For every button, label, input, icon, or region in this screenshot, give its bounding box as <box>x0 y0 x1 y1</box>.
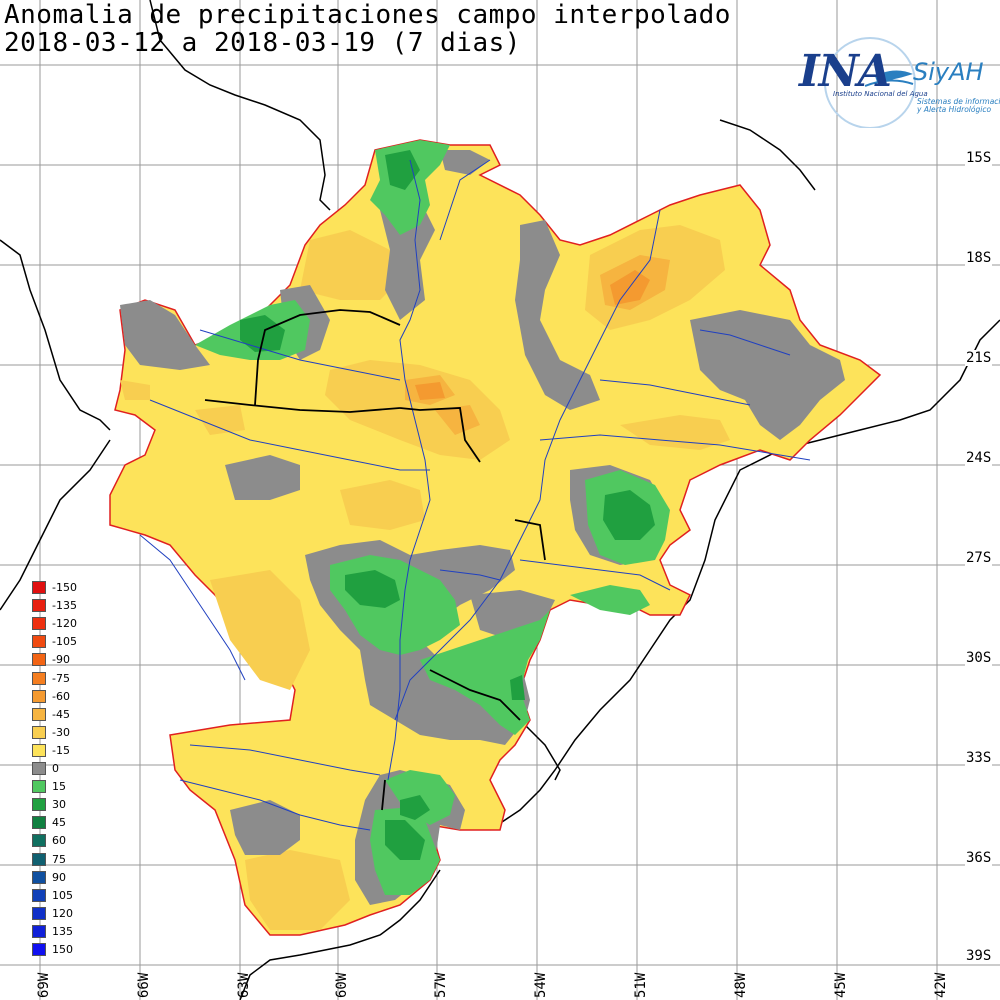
legend-entry: -60 <box>32 689 112 707</box>
lat-label: 21S <box>965 350 993 366</box>
legend-swatch <box>32 743 46 757</box>
rivers <box>139 159 811 831</box>
ina-siyah-logo: INA SiyAH Instituto Nacional del Agua Si… <box>795 28 1000 128</box>
lon-label: 42W <box>933 972 949 998</box>
lon-label: 57W <box>433 972 449 998</box>
lat-label: 24S <box>965 450 993 466</box>
legend-label: -15 <box>52 743 70 757</box>
legend-swatch <box>32 924 46 938</box>
legend-label: 105 <box>52 888 73 902</box>
legend-label: 60 <box>52 834 66 848</box>
legend-swatch <box>32 780 46 794</box>
logo-siyah-text: SiyAH <box>913 58 984 86</box>
legend-label: 0 <box>52 762 59 775</box>
legend-swatch <box>32 943 46 956</box>
legend-swatch <box>32 852 46 866</box>
legend-label: 75 <box>52 852 66 866</box>
medium-green-patches <box>240 150 655 860</box>
internal-borders <box>204 309 546 811</box>
legend-entry: -135 <box>32 598 112 616</box>
legend-entry: 90 <box>32 870 112 888</box>
legend-label: 135 <box>52 924 73 938</box>
legend-entry: 150 <box>32 942 112 960</box>
lat-label: 36S <box>965 850 993 866</box>
legend-label: -30 <box>52 725 70 739</box>
legend-entry: 105 <box>32 888 112 906</box>
legend-swatch <box>32 671 46 685</box>
legend-entry: 30 <box>32 797 112 815</box>
legend-swatch <box>32 707 46 721</box>
legend-swatch <box>32 653 46 667</box>
legend-entry: -150 <box>32 580 112 598</box>
legend-swatch <box>32 834 46 848</box>
legend-entry: 120 <box>32 906 112 924</box>
legend-label: -105 <box>52 635 77 649</box>
legend-entry: -15 <box>32 743 112 761</box>
legend-label: 30 <box>52 798 66 812</box>
legend-swatch <box>32 870 46 884</box>
lat-label: 30S <box>965 650 993 666</box>
legend-entry: 60 <box>32 833 112 851</box>
logo-ina-text: INA <box>799 46 892 97</box>
legend-label: 90 <box>52 870 66 884</box>
lon-label: 66W <box>136 972 152 998</box>
legend-swatch <box>32 635 46 649</box>
legend-label: 45 <box>52 816 66 830</box>
legend-swatch <box>32 725 46 739</box>
lon-label: 69W <box>36 972 52 998</box>
legend-entry: -45 <box>32 707 112 725</box>
legend-entry: -120 <box>32 616 112 634</box>
lat-label: 18S <box>965 250 993 266</box>
lon-label: 63W <box>236 972 252 998</box>
legend-swatch <box>32 888 46 902</box>
lon-label: 45W <box>833 972 849 998</box>
legend-swatch <box>32 581 46 594</box>
legend-label: -75 <box>52 671 70 685</box>
map-title: Anomalia de precipitaciones campo interp… <box>4 0 731 30</box>
legend-entry: 0 <box>32 761 112 779</box>
lat-label: 15S <box>965 150 993 166</box>
legend-swatch <box>32 816 46 830</box>
legend-label: 15 <box>52 780 66 794</box>
legend-label: 150 <box>52 943 73 956</box>
legend-label: -60 <box>52 689 70 703</box>
legend-label: -45 <box>52 707 70 721</box>
logo-system-line1: Sistemas de información <box>917 97 1000 106</box>
lon-label: 51W <box>633 972 649 998</box>
legend-label: -150 <box>52 581 77 594</box>
map-date-range: 2018-03-12 a 2018-03-19 (7 dias) <box>4 28 521 58</box>
lon-label: 54W <box>533 972 549 998</box>
basin-region <box>109 139 882 936</box>
legend-label: -120 <box>52 617 77 631</box>
legend-swatch <box>32 762 46 775</box>
lon-label: 60W <box>334 972 350 998</box>
legend-entry: -90 <box>32 652 112 670</box>
legend-entry: 15 <box>32 779 112 797</box>
logo-institute-text: Instituto Nacional del Agua <box>833 90 928 98</box>
lat-label: 39S <box>965 948 993 964</box>
lon-label: 48W <box>733 972 749 998</box>
legend-entry: -30 <box>32 725 112 743</box>
legend-swatch <box>32 689 46 703</box>
legend-entry: 45 <box>32 815 112 833</box>
legend-swatch <box>32 906 46 920</box>
logo-system-line2: y Alerta Hidrológico <box>917 105 992 114</box>
legend-entry: 135 <box>32 924 112 942</box>
lat-label: 33S <box>965 750 993 766</box>
lat-label: 27S <box>965 550 993 566</box>
legend-swatch <box>32 617 46 631</box>
legend-swatch <box>32 798 46 812</box>
legend-label: -90 <box>52 653 70 667</box>
legend-entry: 75 <box>32 852 112 870</box>
legend-label: 120 <box>52 906 73 920</box>
legend-label: -135 <box>52 599 77 613</box>
legend-entry: -105 <box>32 634 112 652</box>
legend-swatch <box>32 599 46 613</box>
logo-swoosh <box>824 37 916 128</box>
logo-system-text: Sistemas de información y Alerta Hidroló… <box>917 98 1000 114</box>
legend-entry: -75 <box>32 671 112 689</box>
